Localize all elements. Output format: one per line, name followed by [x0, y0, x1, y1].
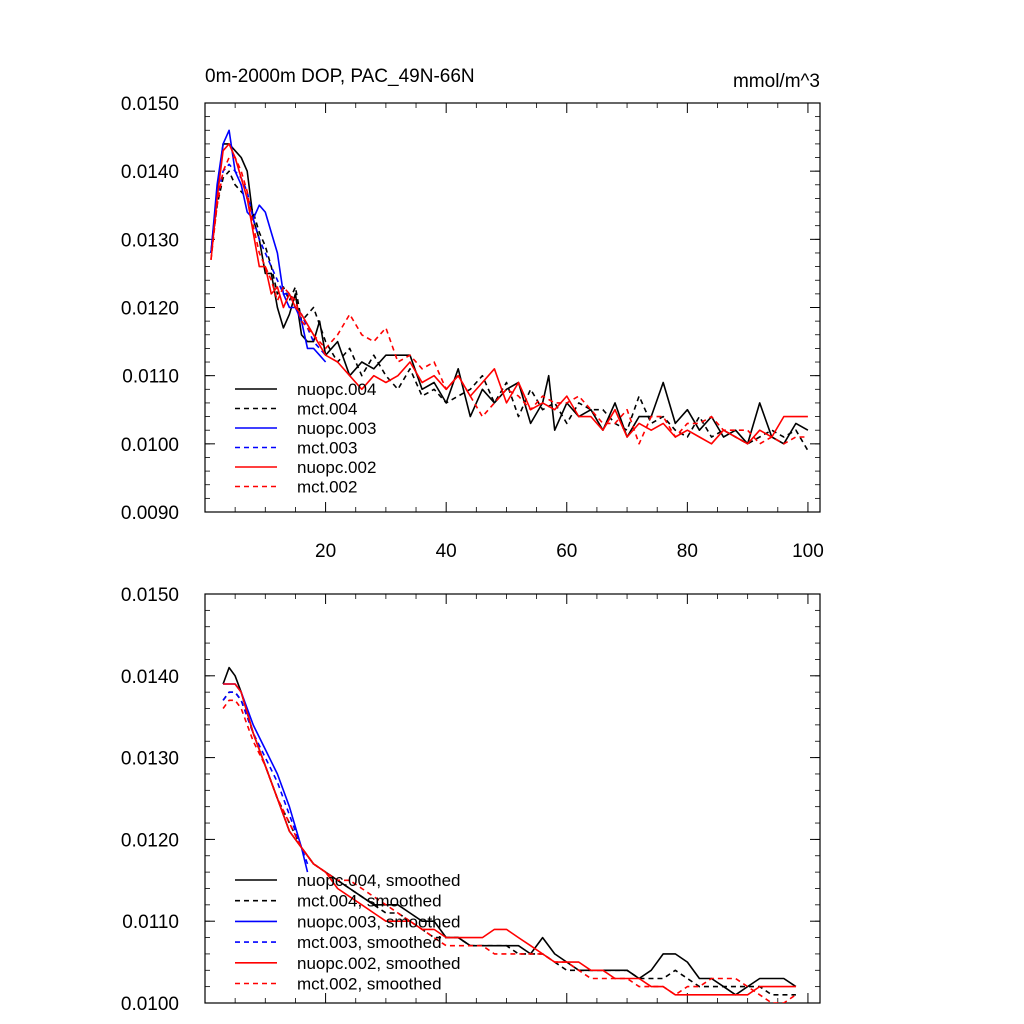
top-series-nuopc-004: [210, 143, 809, 445]
top-xtick-label: 60: [556, 541, 577, 562]
top-legend-label: mct.002: [297, 478, 357, 497]
top-xtick-label: 40: [436, 541, 457, 562]
bottom-legend-label: mct.004, smoothed: [297, 892, 442, 911]
top-ytick-label: 0.0150: [121, 94, 179, 115]
bottom-ytick-label: 0.0140: [121, 667, 179, 688]
bottom-ytick-label: 0.0120: [121, 830, 179, 851]
bottom-legend-label: mct.002, smoothed: [297, 975, 442, 994]
top-series-mct-002: [210, 156, 808, 445]
bottom-panel: 0.0100 0.0110 0.0120 0.0130 0.0140 0.0150 nuo…: [121, 585, 821, 1015]
bottom-series-nuopc-003-smoothed: [223, 683, 309, 873]
bottom-series-mct-004-smoothed: [222, 691, 796, 996]
top-series-nuopc-002: [210, 143, 808, 445]
bottom-legend-label: nuopc.004, smoothed: [297, 871, 461, 890]
top-ytick-label: 0.0120: [121, 299, 179, 320]
bottom-ytick-label: 0.0100: [121, 994, 179, 1015]
bottom-legend-label: mct.003, smoothed: [297, 933, 442, 952]
top-series-mct-003: [210, 163, 327, 356]
top-series-mct-004: [210, 170, 809, 452]
top-panel-units: mmol/m^3: [733, 71, 820, 92]
top-legend-label: nuopc.004: [297, 380, 376, 399]
bottom-series-mct-002-smoothed: [222, 699, 797, 1003]
top-ytick-label: 0.0140: [121, 162, 179, 183]
top-series-nuopc-003: [210, 129, 327, 363]
top-xtick-label: 100: [792, 541, 824, 562]
bottom-legend-label: nuopc.002, smoothed: [297, 954, 461, 973]
bottom-plot-frame: [204, 593, 821, 1004]
top-ytick-label: 0.0130: [121, 230, 179, 251]
top-ytick-label: 0.0110: [122, 367, 179, 388]
top-ytick-label: 0.0100: [121, 435, 179, 456]
top-legend-label: nuopc.003: [297, 419, 376, 438]
top-ytick-label: 0.0090: [121, 503, 179, 524]
top-panel-title: 0m-2000m DOP, PAC_49N-66N: [205, 66, 475, 87]
top-xtick-label: 80: [677, 541, 698, 562]
top-legend-label: nuopc.002: [297, 458, 376, 477]
top-xtick-label: 20: [315, 541, 336, 562]
bottom-legend-label: nuopc.003, smoothed: [297, 912, 461, 931]
bottom-ytick-label: 0.0150: [121, 585, 179, 606]
bottom-ytick-label: 0.0110: [122, 912, 179, 933]
bottom-ytick-label: 0.0130: [121, 749, 179, 770]
top-legend-label: mct.004: [297, 400, 357, 419]
top-panel: 0m-2000m DOP, PAC_49N-66N mmol/m^3 0.009…: [121, 66, 824, 562]
bottom-series-mct-003-smoothed: [222, 691, 309, 865]
top-legend-label: mct.003: [297, 439, 357, 458]
